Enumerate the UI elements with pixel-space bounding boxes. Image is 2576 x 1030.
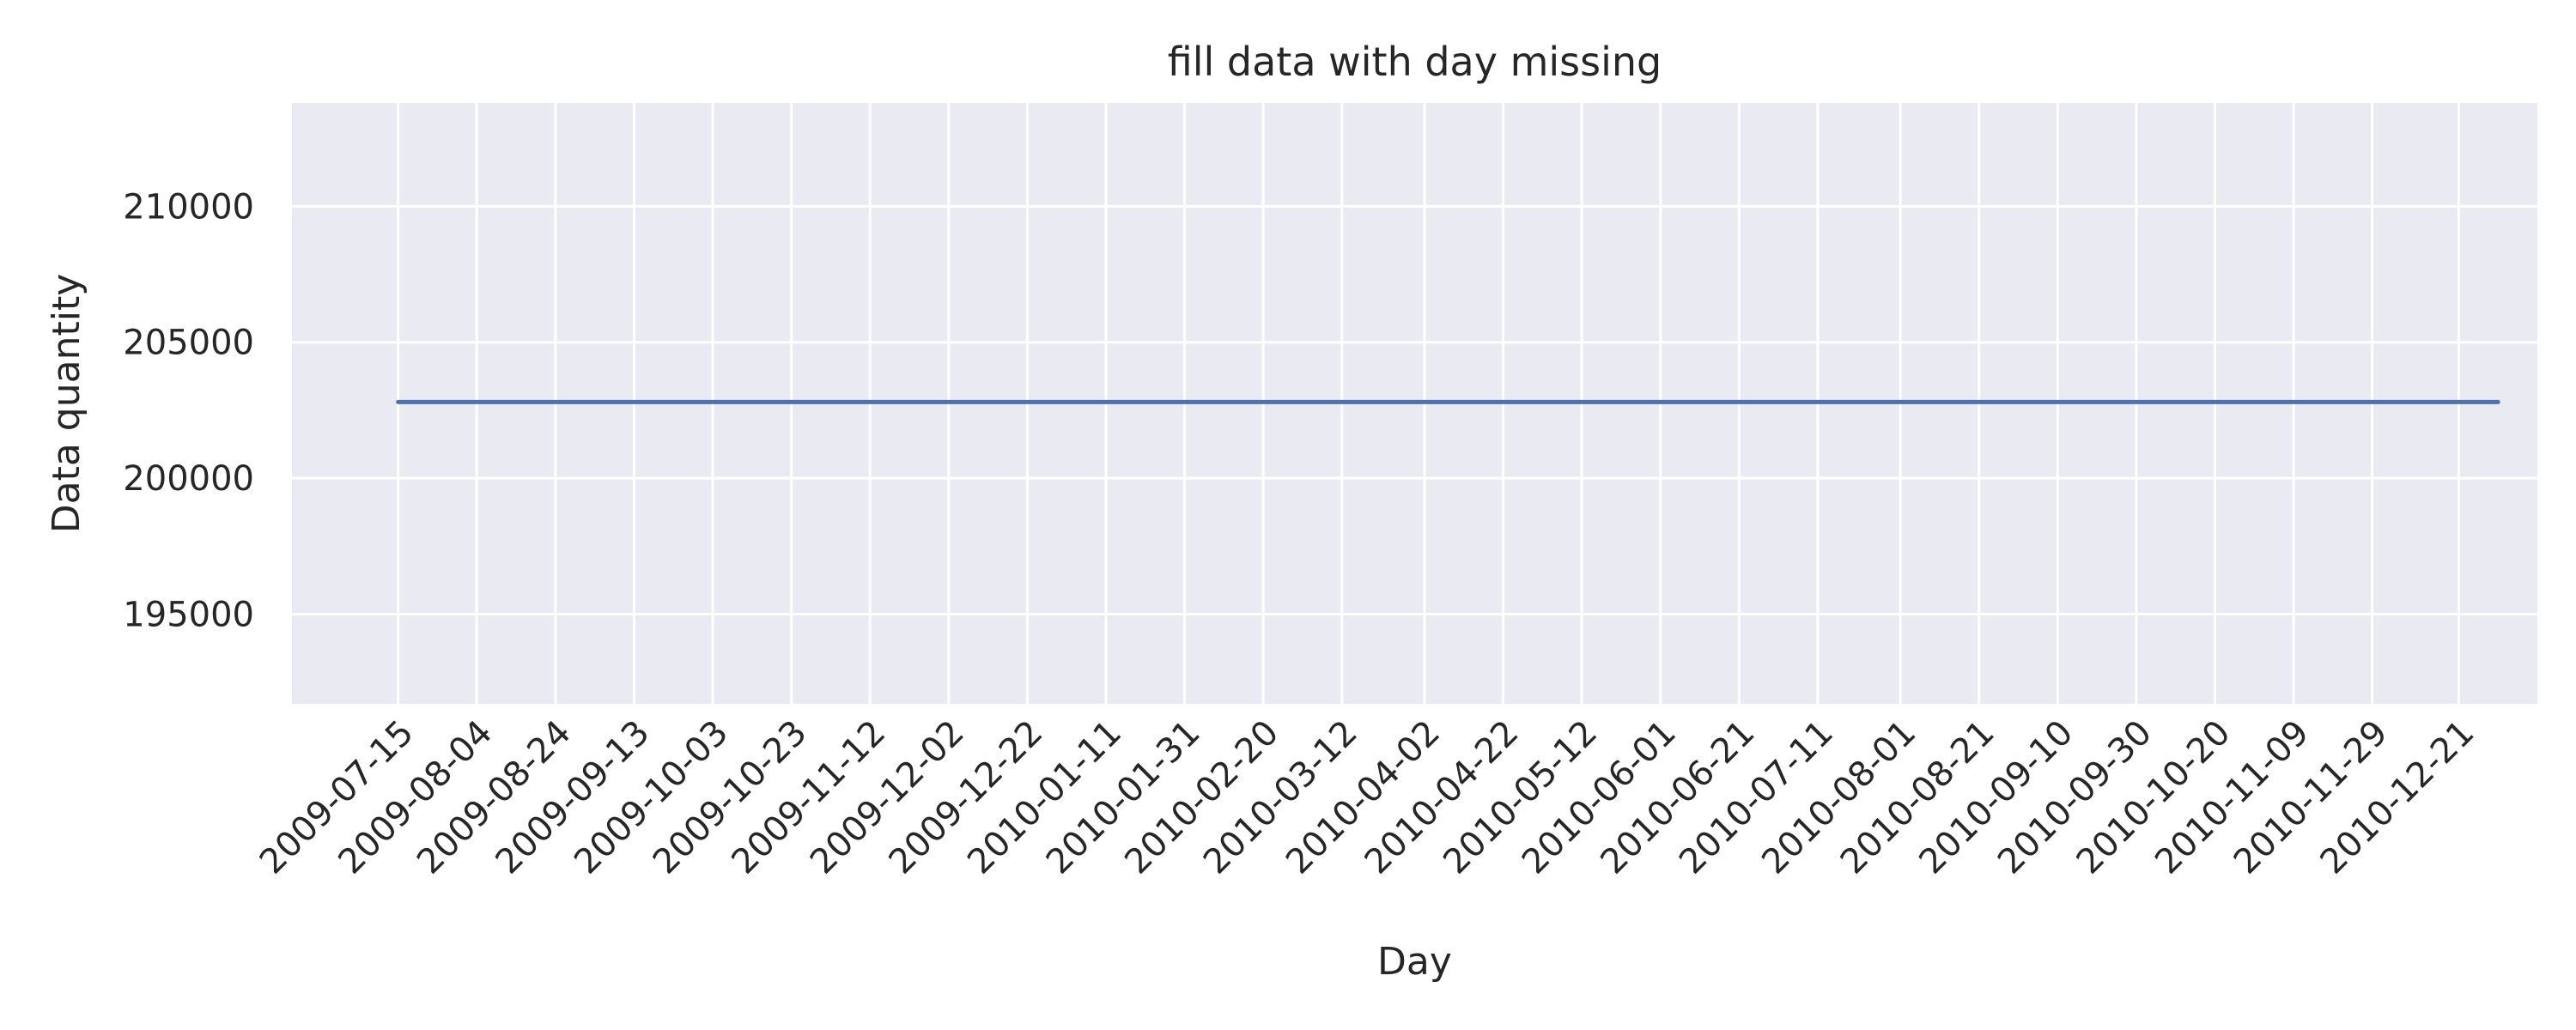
y-tick-label: 205000	[123, 324, 254, 363]
x-tick-labels: 2009-07-152009-08-042009-08-242009-09-13…	[252, 713, 2482, 882]
y-tick-label: 195000	[123, 595, 254, 634]
y-gridlines	[292, 204, 2537, 615]
chart-title: fill data with day missing	[1168, 39, 1662, 85]
y-axis-label: Data quantity	[45, 274, 88, 533]
x-axis-label: Day	[1377, 940, 1452, 984]
y-tick-label: 200000	[123, 459, 254, 499]
y-tick-label: 210000	[123, 187, 254, 227]
y-tick-labels: 195000 200000 205000 210000	[123, 187, 254, 634]
